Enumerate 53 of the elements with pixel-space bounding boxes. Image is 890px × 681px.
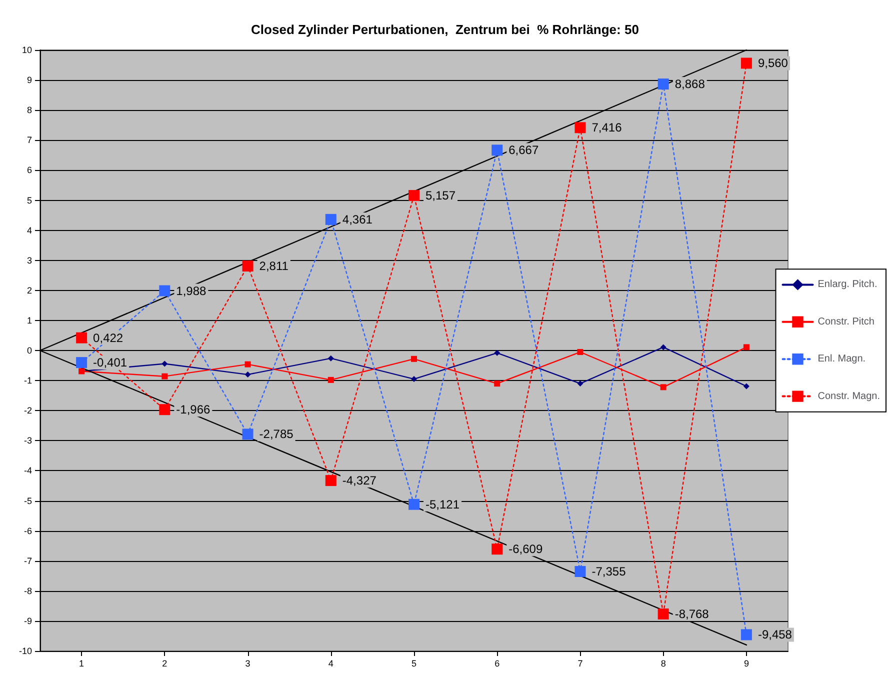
y-tick-label: 8 — [26, 105, 32, 116]
y-tick-label: -8 — [24, 586, 32, 596]
x-tick-label: 7 — [578, 658, 583, 668]
x-tick-label: 4 — [328, 658, 334, 668]
y-tick-label: 3 — [26, 255, 32, 266]
data-label: 6,667 — [508, 143, 539, 158]
data-label: 9,560 — [758, 56, 788, 70]
y-tick-label: 0 — [26, 346, 32, 356]
y-tick-label: -5 — [24, 496, 32, 506]
y-tick-label: -4 — [24, 466, 32, 476]
y-tick-label: 9 — [26, 75, 32, 86]
data-label: 8,868 — [674, 77, 706, 92]
x-tick-label: 9 — [744, 658, 749, 668]
legend-label: Constr. Pitch — [818, 316, 874, 328]
x-tick-label: 1 — [79, 658, 84, 668]
data-label: -8,768 — [674, 606, 710, 621]
legend-label: Enl. Magn. — [818, 354, 866, 365]
data-label: 4,361 — [342, 212, 373, 226]
y-tick-label: -10 — [18, 646, 32, 656]
y-tick-label: -1 — [24, 376, 32, 386]
data-label: -9,458 — [758, 628, 792, 642]
y-tick-label: 10 — [22, 45, 32, 55]
data-label: -0,401 — [93, 356, 128, 370]
x-tick-label: 5 — [411, 658, 417, 668]
data-label: 5,157 — [426, 188, 456, 203]
data-label: -7,355 — [592, 564, 626, 579]
y-tick-label: 7 — [26, 135, 32, 146]
y-tick-label: -9 — [24, 616, 32, 626]
y-tick-label: 2 — [26, 285, 32, 296]
legend-label: Enlarg. Pitch. — [818, 279, 878, 290]
y-tick-label: 1 — [26, 315, 32, 326]
legend-label: Constr. Magn. — [818, 390, 880, 402]
data-label: 0,422 — [93, 330, 124, 345]
data-label: 7,416 — [592, 120, 622, 135]
data-label: 1,988 — [176, 284, 207, 298]
y-tick-label: -2 — [24, 406, 32, 416]
chart-title: Closed Zylinder Perturbationen, Zentrum bei % Rohrlänge: 50 — [251, 22, 639, 37]
data-label: -1,966 — [176, 402, 211, 417]
data-label: 2,811 — [259, 259, 289, 274]
x-tick-label: 2 — [162, 658, 168, 668]
data-label: -2,785 — [259, 427, 294, 442]
y-tick-label: -6 — [24, 526, 32, 536]
data-label: -4,327 — [342, 474, 377, 488]
y-tick-label: 4 — [26, 225, 32, 236]
data-label: -5,121 — [426, 497, 460, 512]
y-tick-label: -7 — [24, 556, 32, 566]
data-label: -6,609 — [508, 542, 543, 556]
y-tick-label: -3 — [24, 436, 32, 446]
y-tick-label: 6 — [26, 165, 32, 176]
y-tick-label: 5 — [26, 195, 32, 206]
x-tick-label: 6 — [494, 658, 500, 668]
x-tick-label: 8 — [660, 658, 666, 668]
x-tick-label: 3 — [245, 658, 250, 668]
